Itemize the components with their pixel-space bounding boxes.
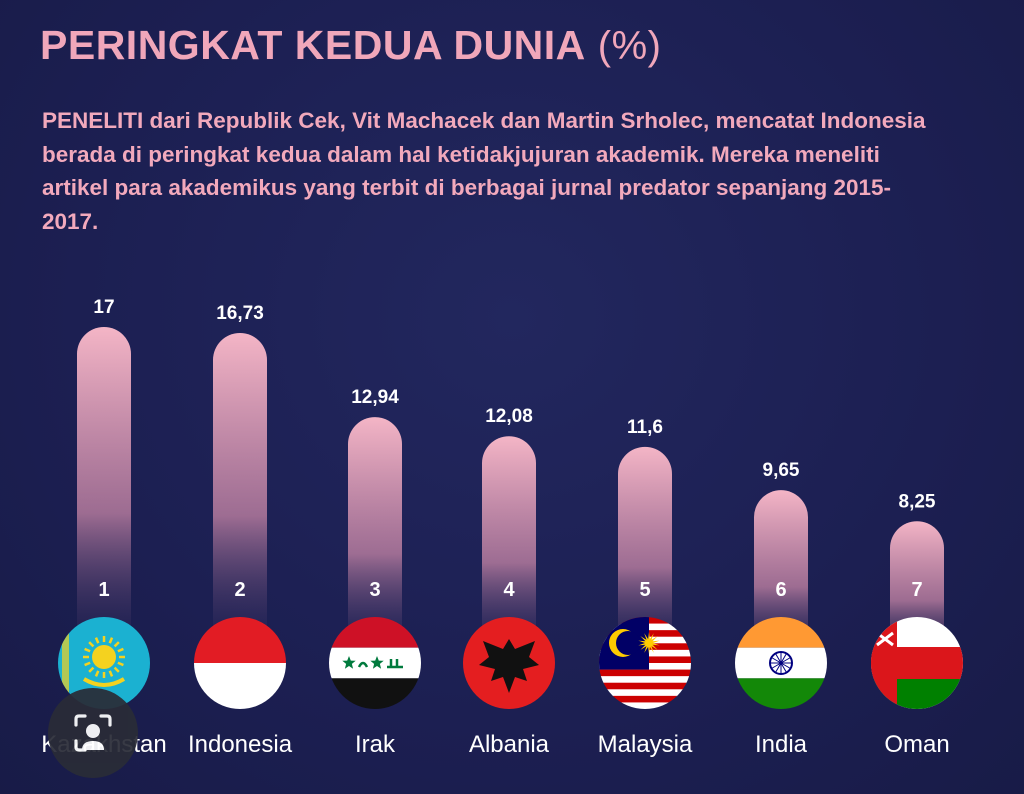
rank-label: 1: [98, 579, 109, 601]
category-label: Indonesia: [188, 731, 293, 758]
bar-malaysia: [618, 446, 672, 666]
albania-flag: [463, 617, 555, 709]
page-title: PERINGKAT KEDUA DUNIA (%): [40, 22, 662, 69]
category-label: Oman: [884, 731, 949, 758]
bar-kazakhstan: [77, 327, 131, 666]
rank-label: 4: [503, 579, 515, 601]
value-label: 12,08: [485, 406, 533, 427]
value-label: 11,6: [627, 417, 663, 438]
value-label: 17: [93, 297, 114, 318]
rank-label: 7: [911, 579, 922, 601]
bar-irak: [348, 417, 402, 666]
rank-label: 5: [639, 579, 650, 601]
title-text: PERINGKAT KEDUA DUNIA: [40, 22, 586, 68]
value-label: 8,25: [899, 491, 936, 512]
title-unit: (%): [597, 24, 662, 68]
description: PENELITI dari Republik Cek, Vit Machacek…: [42, 108, 926, 234]
rank-label: 2: [234, 579, 245, 601]
iraq-flag: [329, 617, 421, 709]
oman-flag: [871, 617, 963, 709]
value-label: 12,94: [351, 387, 399, 408]
category-label: India: [755, 731, 808, 758]
lens-search-icon[interactable]: [48, 688, 138, 778]
bar-indonesia: [213, 332, 267, 666]
category-label: Albania: [469, 731, 550, 758]
value-label: 9,65: [763, 460, 800, 481]
rank-label: 3: [369, 579, 380, 601]
value-label: 16,73: [216, 303, 264, 324]
rank-label: 6: [775, 579, 786, 601]
indonesia-flag: [194, 617, 286, 709]
category-label: Irak: [355, 731, 396, 758]
category-label: Malaysia: [598, 731, 693, 758]
malaysia-flag: [599, 617, 691, 709]
india-flag: [735, 617, 827, 709]
bar-albania: [482, 436, 536, 666]
